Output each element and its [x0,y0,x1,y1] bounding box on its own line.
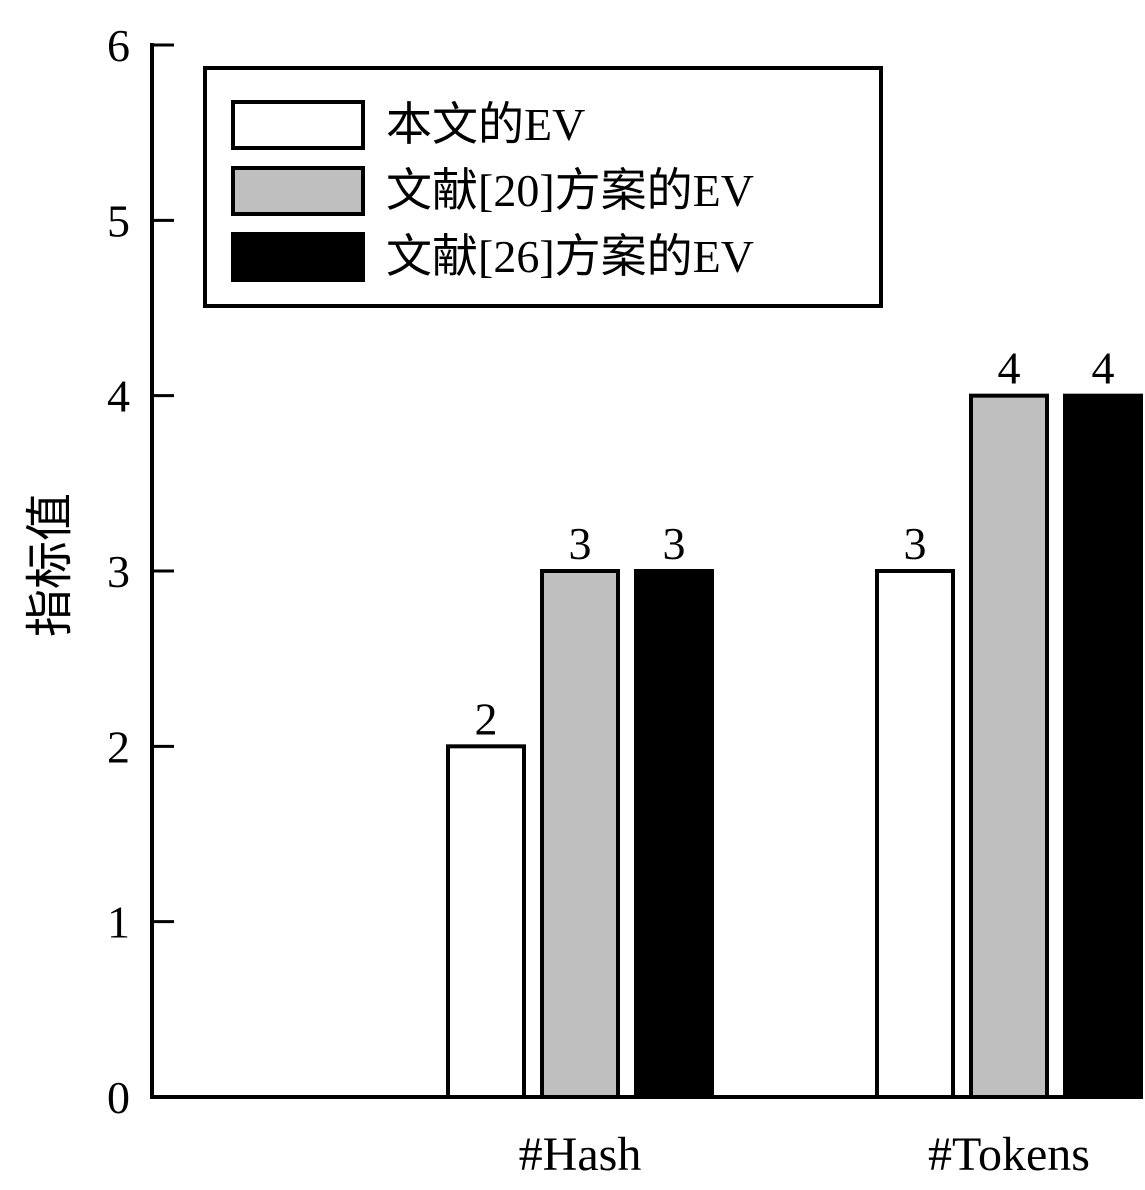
x-tick-label: #Tokens [928,1128,1090,1181]
legend-label: 本文的EV [386,99,585,150]
data-label: 4 [998,343,1021,394]
bar [1063,393,1143,1099]
data-label: 3 [569,518,592,569]
legend-swatch [231,232,365,282]
bar [875,569,955,1099]
y-tick-label: 1 [107,897,130,948]
legend-swatch [231,166,365,216]
data-labels: 2 3 3 3 4 4 [475,343,1115,745]
bars [446,393,1143,1099]
data-label: 4 [1092,343,1115,394]
legend-swatch [231,100,365,150]
data-label: 2 [475,693,498,744]
y-tick-label: 5 [107,195,130,246]
data-label: 3 [904,518,927,569]
y-tick-label: 4 [107,371,130,422]
legend-label: 文献[20]方案的EV [386,165,754,216]
y-tick-label: 2 [107,721,130,772]
bar [969,393,1049,1099]
legend: 本文的EV 文献[20]方案的EV 文献[26]方案的EV [203,66,883,308]
y-tick-label: 6 [107,20,130,71]
y-tick-label: 3 [107,546,130,597]
y-tick-label: 0 [107,1072,130,1123]
x-tick-label: #Hash [519,1128,642,1181]
category-labels: #Hash #Tokens [519,1128,1090,1181]
y-ticks: 0 1 2 3 4 5 6 [107,20,174,1123]
bar [540,569,620,1099]
bar [446,744,526,1099]
data-label: 3 [663,518,686,569]
y-axis-title: 指标值 [24,493,77,637]
bar [634,569,714,1099]
legend-label: 文献[26]方案的EV [386,231,754,282]
